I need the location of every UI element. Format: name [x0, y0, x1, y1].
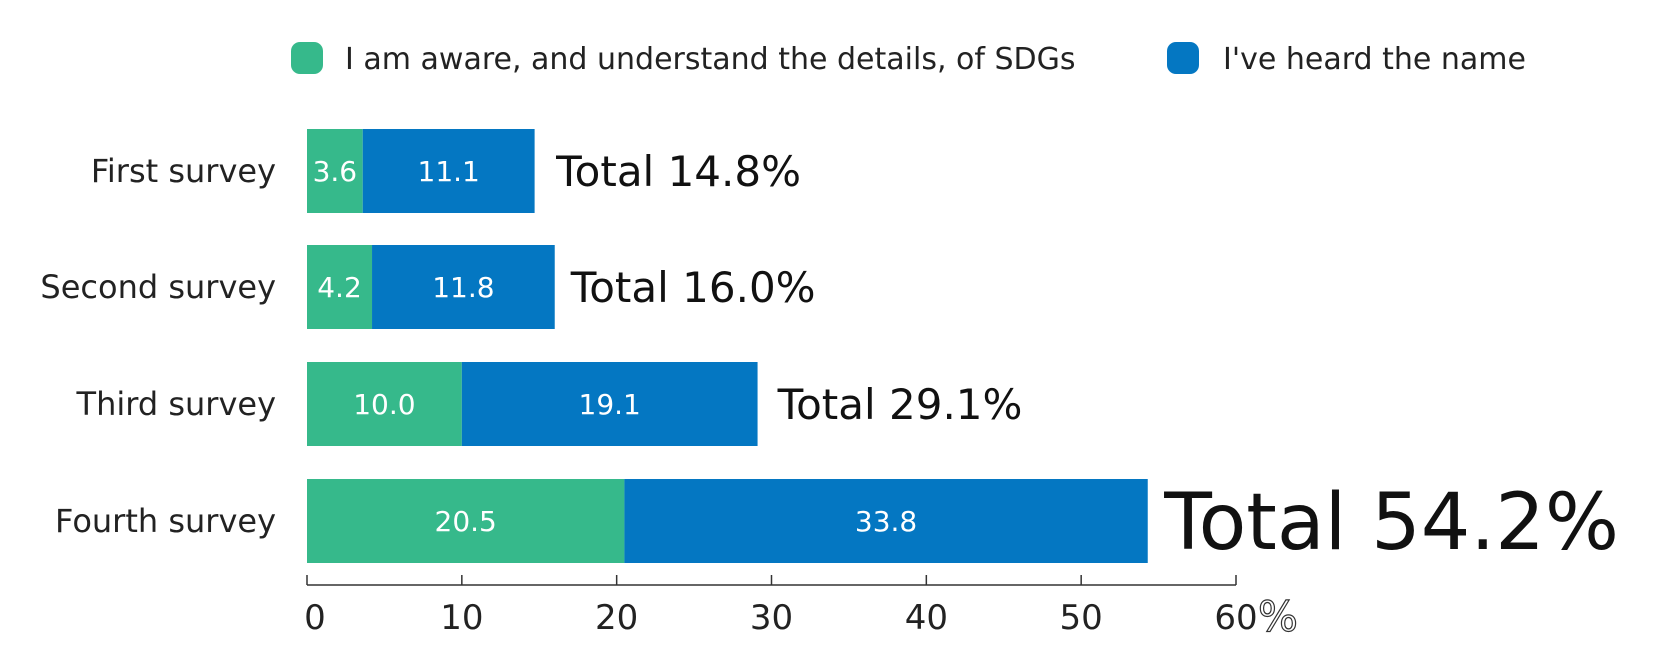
bar-value-label: 11.8: [432, 271, 494, 304]
legend-label-1: I am aware, and understand the details, …: [345, 42, 1076, 77]
bar-value-label: 11.1: [418, 155, 480, 188]
bar-segment: [307, 362, 462, 446]
bar-segment: [307, 245, 373, 329]
total-labels: Total 14.8% Total 16.0% Total 29.1% Total 5…: [555, 147, 1619, 568]
total-label: Total 16.0%: [570, 263, 816, 312]
x-tick-label: 40: [905, 598, 948, 638]
bar-segment: [372, 245, 555, 329]
x-tick-label: 50: [1060, 598, 1103, 638]
category-labels: First survey Second survey Third survey Fou…: [40, 152, 276, 540]
category-label: Third survey: [76, 385, 276, 423]
x-tick-label: 20: [595, 598, 638, 638]
category-label: Second survey: [40, 268, 276, 306]
legend-label-2: I've heard the name: [1223, 42, 1526, 77]
bar-value-label: 33.8: [855, 505, 917, 538]
bar-value-label: 19.1: [579, 388, 641, 421]
x-tick-label: 30: [750, 598, 793, 638]
total-label: Total 54.2%: [1163, 478, 1619, 568]
bar-segment: [362, 129, 535, 213]
total-label: Total 29.1%: [777, 380, 1023, 429]
bar-segment: [307, 129, 363, 213]
x-tick-label: 60: [1214, 598, 1257, 638]
bar-segment: [461, 362, 758, 446]
bar-segment: [307, 479, 625, 563]
legend: I am aware, and understand the details, …: [291, 42, 1526, 77]
legend-swatch-2: [1167, 42, 1199, 74]
x-axis: 0 10 20 30 40 50 60%: [304, 575, 1299, 642]
bars: 3.6 11.1 4.2 11.8 10.0 19.1 20.5 33.8: [307, 129, 1148, 563]
bar-segment: [624, 479, 1148, 563]
x-tick-label: 0: [304, 598, 326, 638]
bar-value-label: 10.0: [353, 388, 415, 421]
x-tick-label: 10: [440, 598, 483, 638]
category-label: First survey: [91, 152, 276, 190]
category-label: Fourth survey: [55, 502, 276, 540]
x-axis-unit-label: %: [1258, 592, 1298, 641]
bar-value-label: 20.5: [435, 505, 497, 538]
bar-value-label: 4.2: [317, 271, 362, 304]
bar-value-label: 3.6: [313, 155, 358, 188]
total-label: Total 14.8%: [555, 147, 801, 196]
legend-swatch-1: [291, 42, 323, 74]
